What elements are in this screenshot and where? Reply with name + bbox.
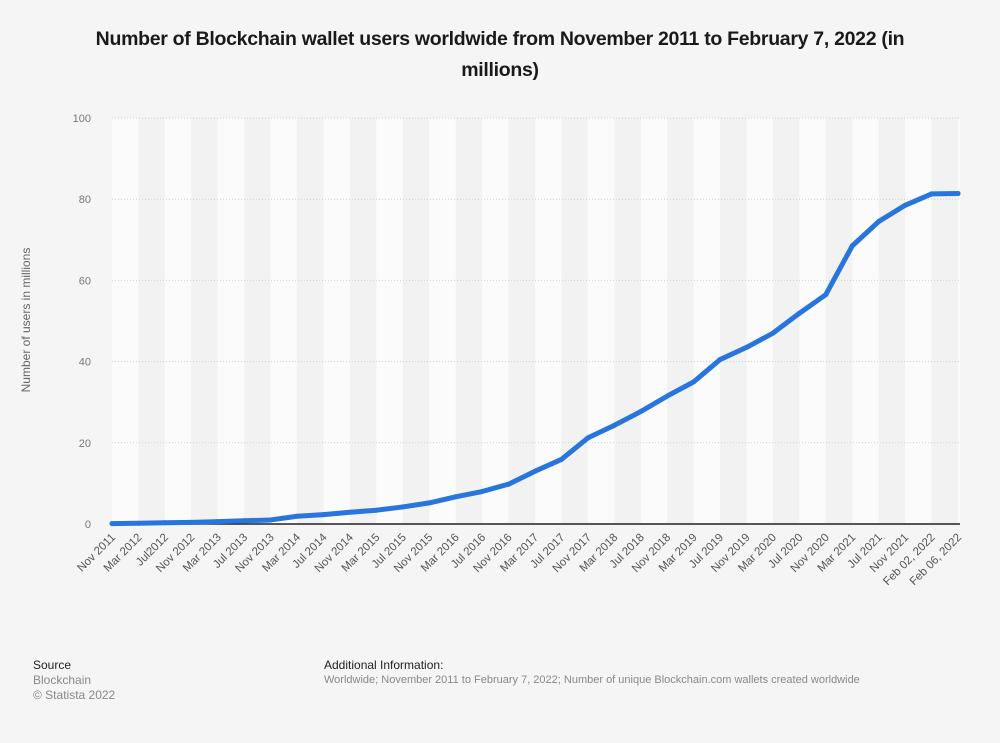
- y-axis-label: Number of users in millions: [19, 247, 33, 393]
- data-point: [929, 191, 935, 197]
- data-point: [955, 191, 961, 197]
- data-point: [135, 520, 141, 526]
- data-point: [453, 494, 459, 500]
- background-band: [614, 118, 641, 524]
- background-band: [508, 118, 535, 524]
- data-point: [188, 519, 194, 525]
- background-band: [455, 118, 483, 524]
- background-band: [270, 118, 298, 524]
- data-point: [347, 509, 353, 515]
- data-point: [268, 517, 274, 523]
- background-band: [244, 118, 271, 524]
- y-axis-ticks: 0 20 40 60 80 100: [73, 113, 91, 531]
- background-band: [852, 118, 879, 524]
- source-name[interactable]: Blockchain: [33, 673, 92, 687]
- chart-title: Number of Blockchain wallet users worldw…: [95, 28, 905, 81]
- background-band: [402, 118, 430, 524]
- background-band: [297, 118, 324, 524]
- data-points: [109, 191, 961, 527]
- background-band: [112, 118, 139, 524]
- additional-info-block: Additional Information: Worldwide; Novem…: [324, 658, 860, 688]
- background-band: [905, 118, 932, 524]
- data-point: [849, 243, 855, 249]
- copyright: © Statista 2022: [33, 688, 116, 702]
- data-point: [902, 202, 908, 208]
- data-point: [373, 507, 379, 513]
- data-point: [294, 513, 300, 519]
- additional-info-heading: Additional Information:: [324, 658, 444, 672]
- y-tick-label: 60: [79, 275, 91, 287]
- data-point: [241, 518, 247, 524]
- gridlines: [112, 117, 960, 444]
- data-point: [215, 519, 221, 525]
- background-band: [164, 118, 192, 524]
- data-point: [770, 330, 776, 336]
- background-band: [376, 118, 403, 524]
- background-band: [640, 118, 668, 524]
- y-tick-label: 0: [85, 519, 91, 531]
- data-point: [479, 489, 485, 495]
- data-point: [611, 422, 617, 428]
- background-band: [931, 118, 958, 524]
- data-point: [664, 393, 670, 399]
- background-band: [323, 118, 350, 524]
- data-point: [717, 357, 723, 363]
- data-point: [823, 292, 829, 298]
- y-tick-label: 20: [79, 438, 91, 450]
- data-point: [162, 520, 168, 526]
- data-point: [585, 435, 591, 441]
- data-point: [876, 219, 882, 225]
- background-band: [587, 118, 615, 524]
- data-point: [638, 409, 644, 415]
- data-point: [426, 500, 432, 506]
- background-bands: [112, 118, 960, 524]
- data-point: [400, 504, 406, 510]
- background-band: [217, 118, 245, 524]
- y-tick-label: 40: [79, 357, 91, 369]
- data-point: [796, 310, 802, 316]
- y-tick-label: 100: [73, 113, 91, 125]
- data-point: [321, 512, 326, 518]
- background-band: [191, 118, 218, 524]
- background-band: [799, 118, 826, 524]
- background-band: [561, 118, 588, 524]
- background-band: [535, 118, 562, 524]
- y-tick-label: 80: [79, 194, 91, 206]
- background-band: [958, 118, 960, 524]
- background-band: [349, 118, 377, 524]
- background-band: [878, 118, 906, 524]
- source-heading: Source: [33, 658, 72, 672]
- data-point: [532, 468, 538, 474]
- data-point: [691, 379, 697, 385]
- additional-info-text: Worldwide; November 2011 to February 7, …: [324, 674, 860, 686]
- data-point: [506, 481, 512, 487]
- data-point: [744, 344, 749, 350]
- background-band: [693, 118, 721, 524]
- background-band: [746, 118, 773, 524]
- background-band: [138, 118, 165, 524]
- background-band: [482, 118, 509, 524]
- source-block: Source Blockchain © Statista 2022: [33, 658, 115, 703]
- background-band: [720, 118, 747, 524]
- data-point: [109, 521, 115, 527]
- background-band: [429, 118, 456, 524]
- background-band: [667, 118, 694, 524]
- background-band: [825, 118, 853, 524]
- data-point: [558, 456, 564, 462]
